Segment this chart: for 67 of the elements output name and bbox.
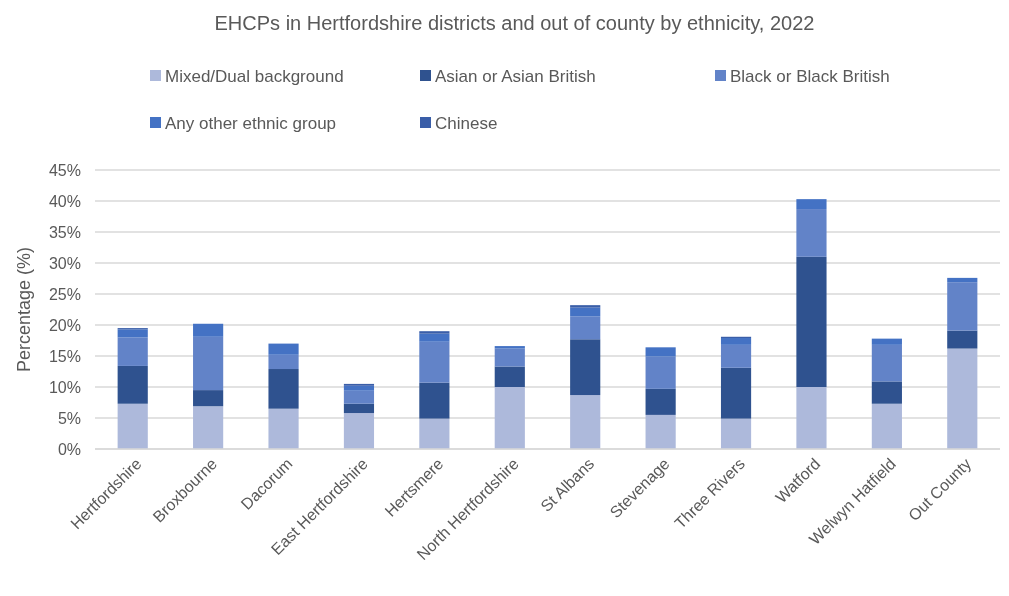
y-axis-title: Percentage (%) (14, 246, 34, 373)
bar (947, 282, 978, 331)
y-tick-label: 20% (48, 316, 81, 334)
bar (720, 338, 752, 345)
bar (947, 330, 978, 349)
bar (193, 336, 224, 391)
bar (796, 387, 827, 449)
bar (570, 395, 601, 449)
bar (570, 339, 601, 396)
bar (494, 366, 525, 387)
bar (570, 316, 601, 340)
bar (796, 199, 827, 210)
bar (645, 356, 676, 389)
y-tick-label: 25% (48, 285, 81, 303)
bar (645, 414, 676, 449)
bar (419, 331, 450, 334)
bar (419, 341, 450, 383)
chart-title: EHCPs in Hertfordshire districts and out of county by ethnicity, 2022 (214, 12, 815, 34)
bar (645, 347, 676, 357)
y-tick-label: 10% (48, 378, 81, 396)
bar (268, 343, 299, 355)
bar (871, 403, 902, 449)
bar (796, 209, 827, 257)
bar (343, 390, 375, 404)
legend-label: Any other ethnic group (165, 113, 337, 133)
y-tick-label: 30% (48, 254, 81, 272)
bar (796, 256, 827, 387)
bar (871, 338, 902, 345)
bar (268, 369, 299, 409)
y-tick-label: 35% (48, 223, 81, 241)
bar (570, 307, 601, 317)
bar (720, 367, 752, 419)
bar (570, 305, 601, 308)
bar (871, 344, 902, 382)
y-tick-label: 5% (57, 409, 81, 427)
y-tick-label: 0% (57, 440, 81, 458)
bar (343, 385, 375, 391)
bar (117, 329, 148, 338)
bar (720, 344, 752, 368)
bar (193, 390, 224, 407)
bar (419, 333, 450, 342)
bar (494, 348, 525, 367)
bar (645, 388, 676, 415)
bar (343, 413, 375, 449)
legend-label: Asian or Asian British (435, 66, 596, 86)
bar (193, 406, 224, 449)
bar (720, 418, 752, 449)
bar (947, 277, 978, 283)
legend-label: Mixed/Dual background (165, 66, 344, 86)
bar (268, 354, 299, 370)
bar (947, 348, 978, 449)
bar (494, 346, 525, 349)
bar (419, 382, 450, 419)
bar (419, 418, 450, 449)
y-tick-label: 40% (48, 192, 81, 210)
bar (871, 381, 902, 404)
y-tick-label: 45% (48, 161, 81, 179)
bar (117, 365, 148, 404)
legend-label: Chinese (435, 113, 498, 133)
bar (268, 408, 299, 449)
bar (117, 403, 148, 449)
bar (193, 323, 224, 337)
bar (117, 337, 148, 366)
legend-label: Black or Black British (730, 66, 890, 86)
y-tick-label: 15% (48, 347, 81, 365)
bar (494, 387, 525, 449)
bar (343, 403, 375, 414)
